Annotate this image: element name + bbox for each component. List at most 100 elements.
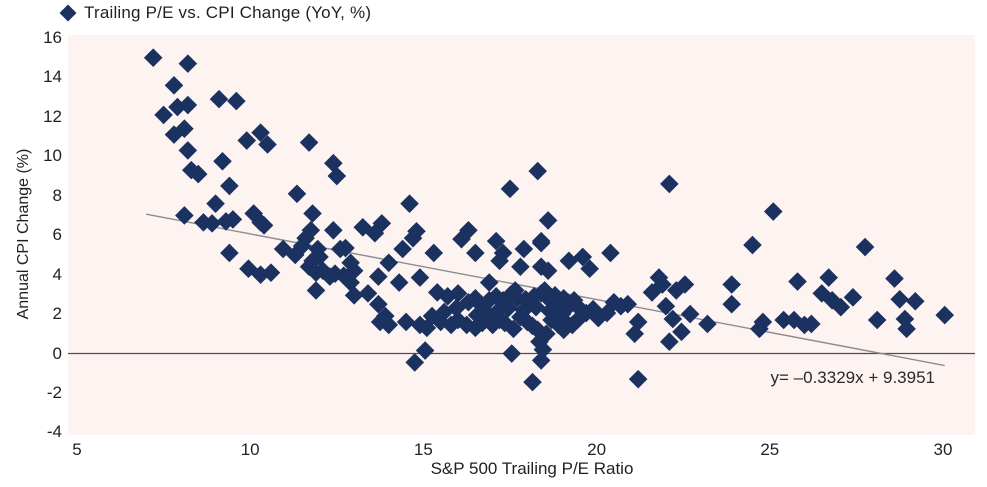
data-point: [573, 247, 593, 267]
data-point: [495, 313, 515, 333]
data-point: [459, 220, 478, 240]
data-point: [653, 275, 672, 294]
data-point: [213, 151, 232, 171]
x-tick-label: 5: [72, 440, 82, 459]
y-tick-label: 4: [52, 264, 62, 284]
data-point: [175, 119, 194, 139]
data-point: [239, 259, 258, 279]
data-point: [490, 251, 509, 271]
y-axis-title: Annual CPI Change (%): [15, 148, 32, 320]
data-point: [885, 269, 904, 288]
x-tick-label: 30: [933, 440, 953, 459]
x-tick-label: 20: [587, 440, 607, 459]
data-point: [500, 286, 520, 305]
data-point: [660, 332, 679, 351]
data-point: [478, 303, 497, 323]
data-point: [750, 319, 769, 339]
data-point: [396, 312, 416, 332]
data-point: [498, 298, 518, 318]
data-point: [538, 211, 558, 230]
data-point: [306, 281, 326, 300]
y-tick-label: 16: [43, 28, 62, 47]
data-point: [182, 160, 201, 180]
data-point: [168, 97, 187, 117]
data-point: [625, 324, 645, 344]
data-point: [251, 265, 270, 284]
data-point: [905, 291, 925, 311]
data-point: [472, 296, 492, 316]
data-point: [531, 351, 551, 370]
data-point: [843, 288, 863, 307]
data-point: [528, 161, 548, 181]
data-point: [895, 309, 915, 329]
data-point: [722, 294, 741, 314]
data-point: [576, 303, 596, 323]
data-point: [178, 95, 198, 115]
data-point: [672, 322, 691, 342]
data-point: [143, 48, 163, 68]
data-point: [831, 297, 851, 317]
data-point: [890, 289, 909, 309]
data-point: [452, 229, 471, 249]
data-point: [812, 284, 832, 303]
data-point: [774, 310, 793, 330]
data-point: [223, 210, 243, 229]
data-point: [545, 286, 565, 305]
data-point: [763, 202, 783, 221]
data-point: [400, 194, 419, 213]
data-point: [466, 318, 485, 338]
data-point: [486, 231, 506, 251]
data-point: [504, 319, 523, 339]
data-point: [488, 301, 508, 321]
data-point: [531, 233, 551, 253]
data-point: [227, 91, 246, 111]
data-point: [372, 214, 392, 233]
data-point: [301, 220, 321, 240]
data-point: [467, 305, 487, 325]
data-point: [552, 304, 572, 324]
data-point: [580, 259, 599, 279]
data-point: [554, 320, 573, 340]
data-point: [403, 228, 423, 248]
y-tick-label: 10: [43, 146, 62, 166]
data-point: [788, 272, 807, 291]
data-point: [341, 273, 360, 292]
data-point: [601, 243, 620, 263]
data-point: [365, 223, 385, 243]
data-point: [466, 243, 485, 263]
data-point: [628, 369, 648, 389]
data-point: [479, 273, 499, 292]
data-point: [206, 194, 225, 213]
y-tick-label: 6: [52, 225, 62, 245]
data-point: [698, 314, 717, 334]
data-point: [568, 310, 587, 330]
data-point: [564, 290, 584, 310]
data-point: [935, 305, 955, 325]
data-point: [334, 266, 354, 285]
data-point: [472, 313, 492, 333]
data-point: [178, 54, 198, 73]
data-point: [251, 123, 270, 142]
data-point: [237, 131, 257, 150]
data-point: [188, 164, 208, 184]
data-point: [310, 247, 329, 267]
data-point: [447, 298, 466, 318]
data-point: [379, 315, 399, 335]
data-point: [500, 179, 520, 199]
data-point: [628, 312, 648, 332]
data-point: [535, 281, 554, 300]
data-point: [514, 239, 534, 259]
data-point: [389, 273, 409, 292]
data-point: [542, 310, 561, 330]
data-point: [258, 135, 277, 154]
data-point: [722, 275, 741, 294]
data-point: [523, 316, 542, 336]
data-point: [369, 294, 388, 314]
data-point: [336, 238, 355, 258]
data-point: [448, 284, 468, 303]
data-point: [538, 289, 558, 308]
x-tick-label: 15: [413, 440, 433, 459]
data-point: [285, 245, 305, 265]
data-point: [559, 251, 579, 271]
